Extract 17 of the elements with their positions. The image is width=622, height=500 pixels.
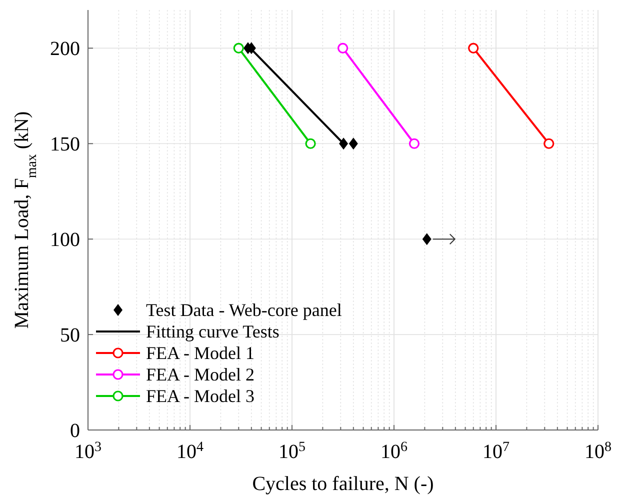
x-tick-label: 10$^{4}$ (176, 440, 204, 463)
y-tick-label: 100 (50, 229, 80, 252)
x-axis-title: Cycles to failure, N (-) (252, 473, 434, 495)
x-tick-label: 10$^{8}$ (584, 440, 612, 463)
x-tick-label: 10$^{5}$ (278, 440, 306, 463)
y-tick-label: 200 (50, 38, 80, 60)
x-tick-label: 10$^{7}$ (482, 440, 510, 463)
x-tick-label: 10$^{3}$ (74, 440, 102, 463)
legend-label: FEA - Model 2 (146, 364, 255, 384)
legend-label: FEA - Model 3 (146, 386, 255, 406)
legend-label: FEA - Model 1 (146, 343, 255, 363)
y-tick-label: 50 (60, 324, 80, 347)
y-tick-label: 150 (50, 134, 80, 156)
x-tick-label: 10$^{6}$ (380, 440, 408, 463)
legend-label: Test Data - Web-core panel (146, 300, 342, 320)
y-tick-label: 0 (70, 420, 80, 442)
legend-label: Fitting curve Tests (146, 322, 280, 342)
